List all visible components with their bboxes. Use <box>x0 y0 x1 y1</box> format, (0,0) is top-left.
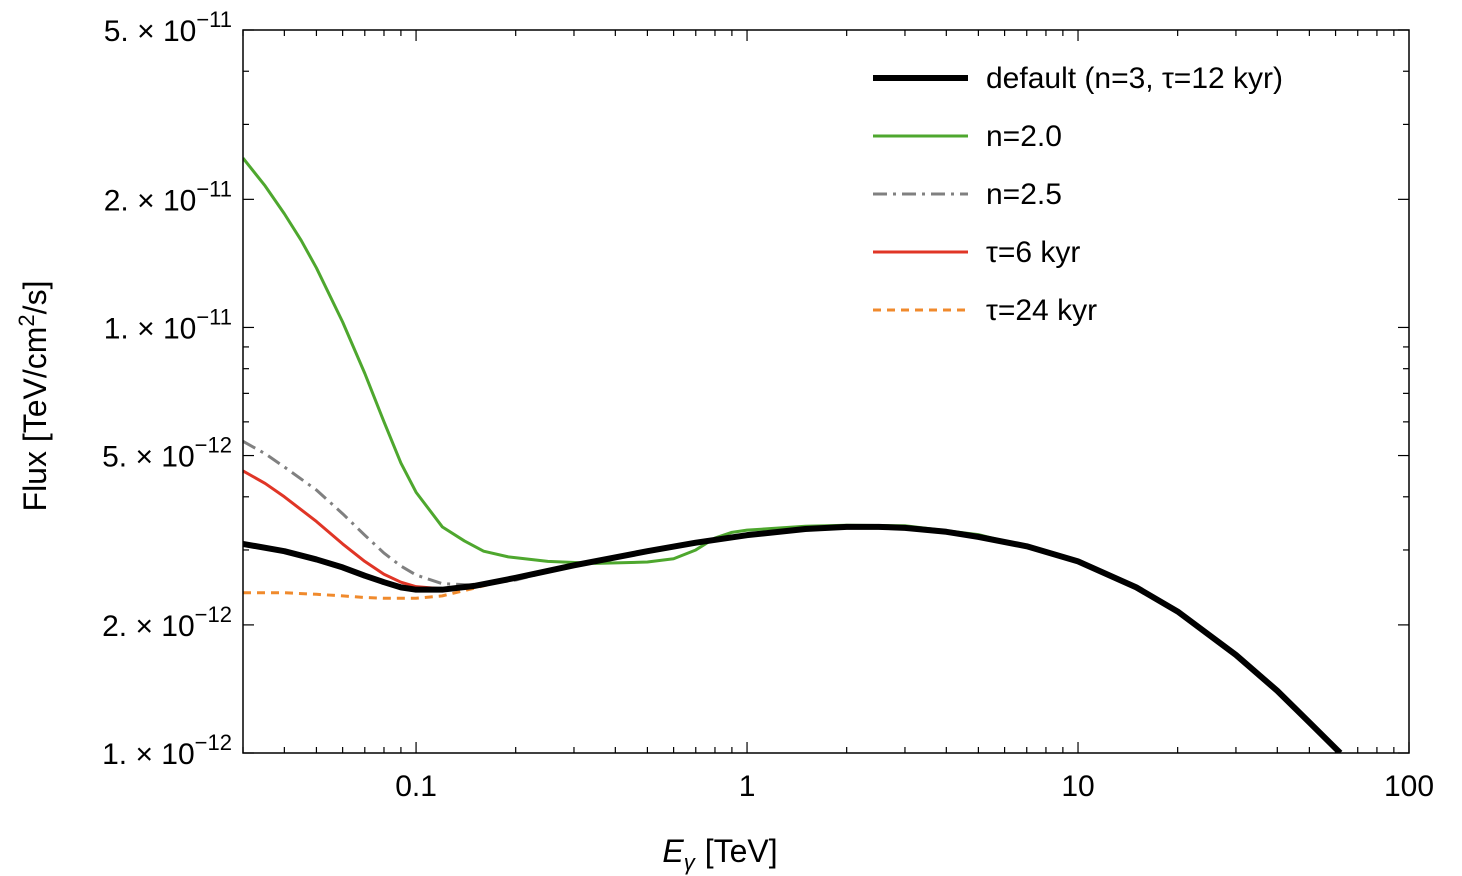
x-tick-labels: 0.1 1 10 100 <box>395 770 1434 803</box>
y-tick-labels: 1. × 10−12 2. × 10−12 5. × 10−12 1. × 10−11… <box>102 7 232 771</box>
y-tick-label: 2. × 10−11 <box>104 176 232 217</box>
y-tick-label: 1. × 10−12 <box>102 730 232 771</box>
y-tick-label: 5. × 10−12 <box>102 433 232 474</box>
x-tick-label: 10 <box>1061 770 1094 803</box>
x-tick-label: 100 <box>1384 770 1434 803</box>
legend-label-1: n=2.0 <box>986 120 1062 153</box>
legend-label-4: τ=24 kyr <box>986 294 1097 327</box>
y-axis-label: Flux [TeV/cm2/s] <box>14 281 53 512</box>
series-lines <box>243 157 1343 753</box>
legend-label-3: τ=6 kyr <box>986 236 1080 269</box>
plot-frame <box>242 29 1410 754</box>
y-tick-label: 1. × 10−11 <box>104 304 232 345</box>
series-line-4 <box>243 576 517 600</box>
series-line-1 <box>243 157 1079 565</box>
legend-label-2: n=2.5 <box>986 178 1062 211</box>
x-axis-label: Eγ [TeV] <box>662 833 777 875</box>
series-line-0 <box>243 523 1343 753</box>
y-tick-label: 2. × 10−12 <box>102 602 232 643</box>
y-tick-label: 5. × 10−11 <box>104 7 232 48</box>
series-line-2 <box>243 440 748 587</box>
x-tick-label: 0.1 <box>395 770 437 803</box>
legend-label-0: default (n=3, τ=12 kyr) <box>986 62 1283 95</box>
x-tick-label: 1 <box>739 770 756 803</box>
axis-ticks <box>242 29 1410 754</box>
legend: default (n=3, τ=12 kyr) n=2.0 n=2.5 τ=6 kyr… <box>873 62 1283 327</box>
